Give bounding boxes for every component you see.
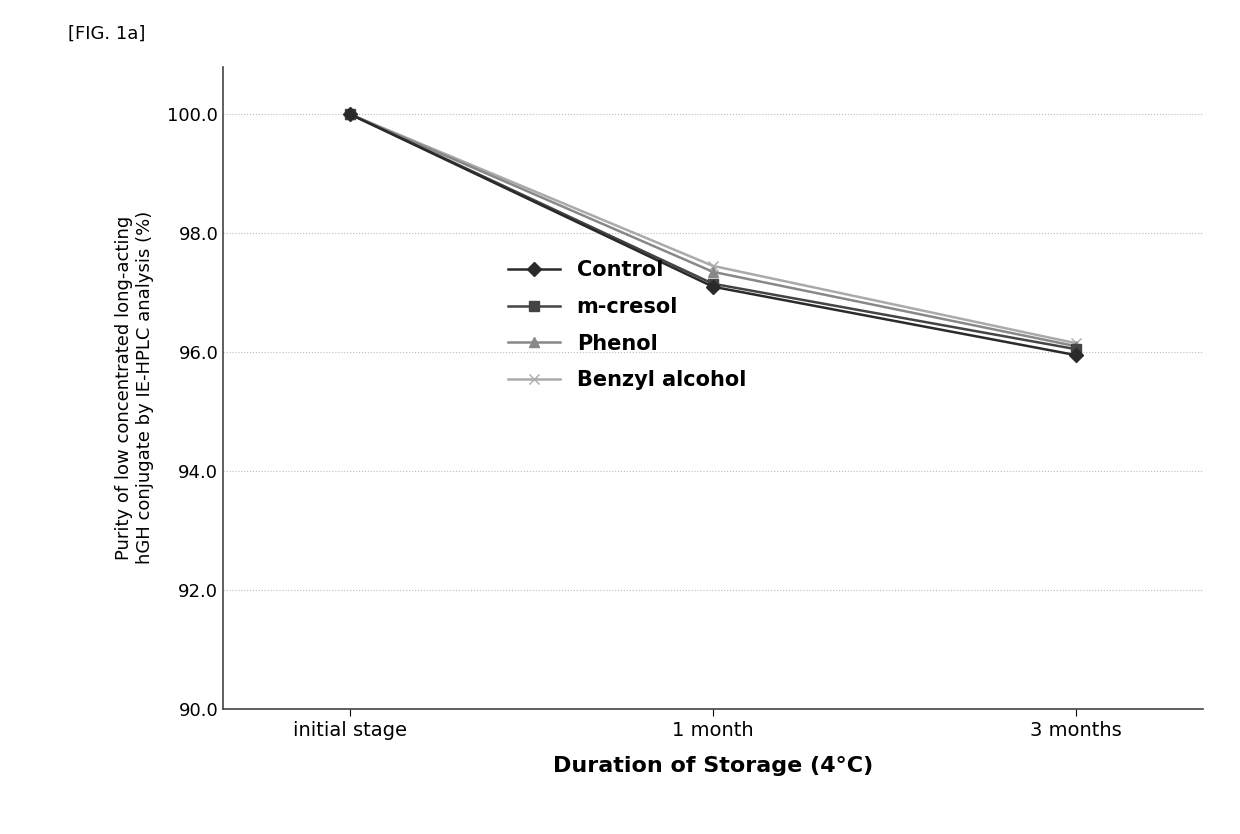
Control	[1069, 350, 1084, 360]
m-cresol	[1069, 344, 1084, 354]
Phenol	[342, 109, 357, 119]
Control	[342, 109, 357, 119]
Line: Phenol: Phenol	[345, 109, 1081, 351]
Line: Control: Control	[345, 109, 1081, 360]
Benzyl alcohol	[706, 261, 720, 271]
Control	[706, 282, 720, 292]
Line: Benzyl alcohol: Benzyl alcohol	[345, 109, 1081, 348]
X-axis label: Duration of Storage (4°C): Duration of Storage (4°C)	[553, 756, 873, 776]
m-cresol	[342, 109, 357, 119]
Benzyl alcohol	[1069, 339, 1084, 349]
Legend: Control, m-cresol, Phenol, Benzyl alcohol: Control, m-cresol, Phenol, Benzyl alcoho…	[508, 260, 746, 390]
Phenol	[706, 267, 720, 277]
Text: [FIG. 1a]: [FIG. 1a]	[68, 25, 145, 43]
Benzyl alcohol	[342, 109, 357, 119]
Y-axis label: Purity of low concentrated long-acting
hGH conjugate by IE-HPLC analysis (%): Purity of low concentrated long-acting h…	[115, 211, 154, 565]
m-cresol	[706, 279, 720, 289]
Line: m-cresol: m-cresol	[345, 109, 1081, 354]
Phenol	[1069, 341, 1084, 351]
